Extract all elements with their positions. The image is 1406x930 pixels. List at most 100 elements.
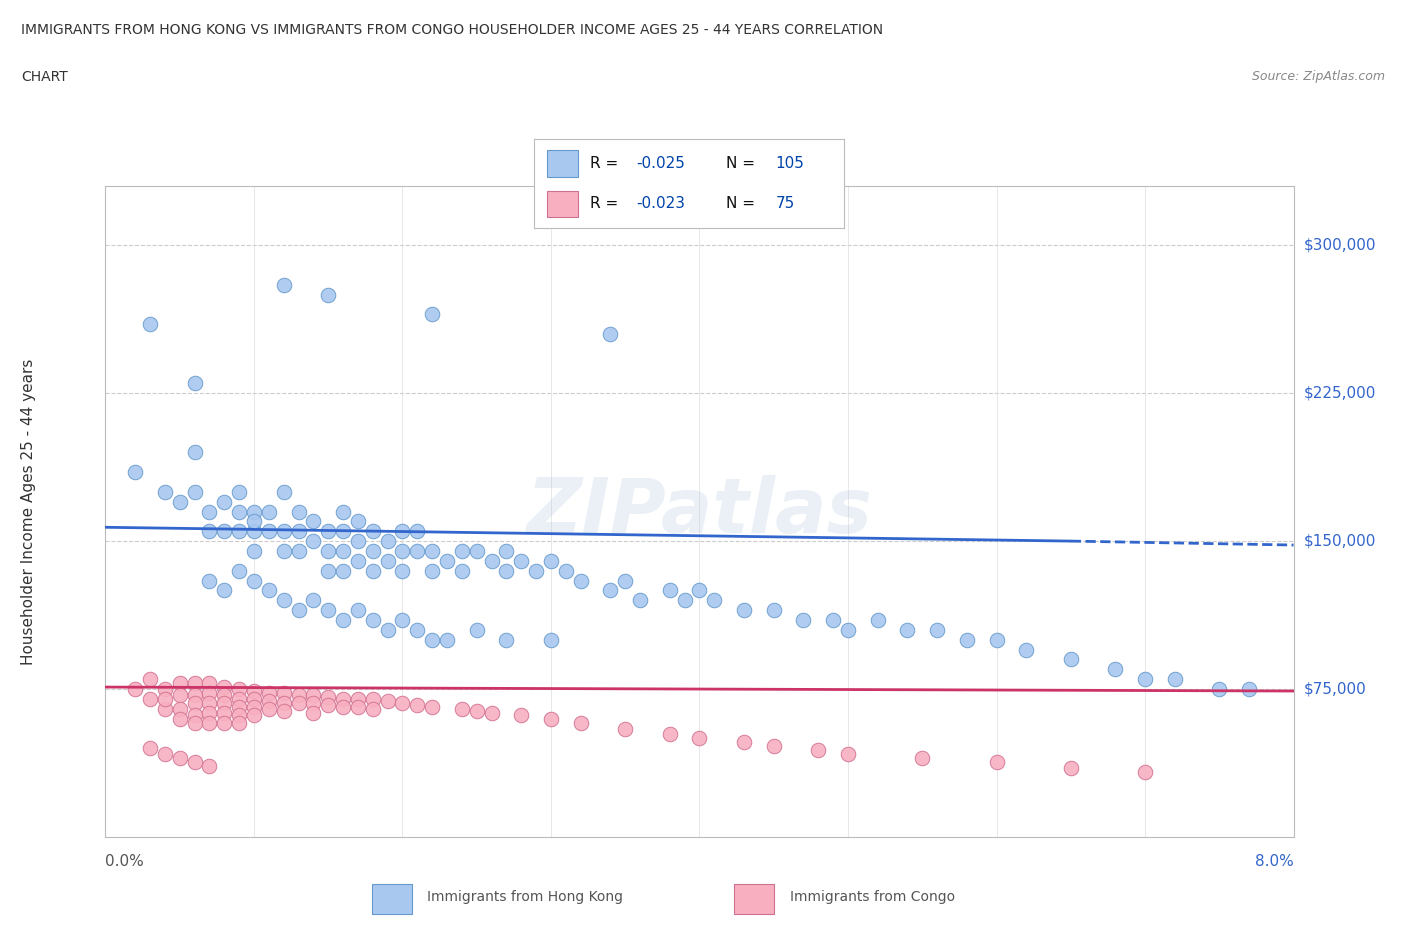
Point (243, 573, 266, 588)
Point (214, 705, 236, 720)
Point (450, 701, 472, 716)
Point (273, 485, 295, 499)
Point (436, 632, 458, 647)
Point (540, 553, 562, 568)
Point (599, 583, 621, 598)
Text: 8.0%: 8.0% (1254, 854, 1294, 869)
Point (332, 543, 354, 558)
Point (332, 524, 354, 538)
Text: 105: 105 (776, 156, 804, 171)
Point (273, 703, 295, 718)
Point (302, 705, 325, 720)
Point (465, 622, 488, 637)
Point (733, 735, 755, 750)
Point (762, 603, 785, 618)
Point (540, 632, 562, 647)
Point (257, 583, 280, 598)
Text: $225,000: $225,000 (1303, 386, 1375, 401)
Point (243, 707, 266, 722)
Point (465, 703, 488, 718)
Point (287, 504, 309, 519)
Point (391, 696, 413, 711)
Point (1015, 642, 1038, 657)
Point (377, 694, 399, 709)
Point (450, 564, 472, 578)
Point (243, 684, 266, 698)
Point (198, 696, 221, 711)
Point (198, 759, 221, 774)
Point (391, 564, 413, 578)
Point (257, 701, 280, 716)
Point (391, 613, 413, 628)
Point (1133, 764, 1156, 779)
Point (302, 514, 325, 529)
Point (228, 707, 250, 722)
Point (436, 553, 458, 568)
Point (896, 622, 918, 637)
Point (169, 687, 191, 702)
Point (450, 543, 472, 558)
Point (316, 524, 339, 538)
Point (198, 676, 221, 691)
Point (361, 543, 384, 558)
Point (214, 680, 236, 695)
Point (214, 494, 236, 509)
Point (406, 524, 429, 538)
Point (332, 692, 354, 707)
Text: IMMIGRANTS FROM HONG KONG VS IMMIGRANTS FROM CONGO HOUSEHOLDER INCOME AGES 25 - : IMMIGRANTS FROM HONG KONG VS IMMIGRANTS … (21, 23, 883, 37)
Text: -0.025: -0.025 (637, 156, 685, 171)
Point (956, 632, 979, 647)
Point (377, 622, 399, 637)
Point (169, 711, 191, 726)
Point (614, 721, 637, 736)
Point (153, 701, 176, 716)
Point (420, 564, 443, 578)
Point (287, 543, 309, 558)
Point (837, 622, 859, 637)
Point (169, 676, 191, 691)
Point (243, 699, 266, 714)
Point (302, 696, 325, 711)
Point (495, 564, 517, 578)
Text: Householder Income Ages 25 - 44 years: Householder Income Ages 25 - 44 years (21, 358, 35, 665)
Point (228, 504, 250, 519)
Point (243, 524, 266, 538)
Point (198, 504, 221, 519)
Point (316, 689, 339, 704)
Point (228, 564, 250, 578)
Point (628, 592, 651, 607)
Text: -0.023: -0.023 (637, 196, 685, 211)
Point (554, 564, 576, 578)
Point (481, 553, 503, 568)
Point (214, 696, 236, 711)
Point (391, 524, 413, 538)
Point (495, 543, 517, 558)
Point (347, 692, 370, 707)
Text: ZIPatlas: ZIPatlas (526, 474, 873, 549)
Point (287, 603, 309, 618)
Point (911, 751, 934, 765)
Point (316, 698, 339, 712)
Point (153, 682, 176, 697)
Point (273, 543, 295, 558)
Text: Immigrants from Hong Kong: Immigrants from Hong Kong (427, 890, 623, 905)
Text: $150,000: $150,000 (1303, 534, 1375, 549)
Point (169, 494, 191, 509)
Point (273, 685, 295, 700)
Point (228, 524, 250, 538)
Text: Source: ZipAtlas.com: Source: ZipAtlas.com (1251, 70, 1385, 83)
Point (361, 692, 384, 707)
Point (243, 692, 266, 707)
Point (1060, 761, 1083, 776)
Point (243, 514, 266, 529)
Point (273, 277, 295, 292)
Point (302, 534, 325, 549)
Point (273, 592, 295, 607)
Point (481, 705, 503, 720)
Point (807, 743, 830, 758)
Point (287, 687, 309, 702)
Point (733, 603, 755, 618)
Point (673, 592, 696, 607)
Point (214, 687, 236, 702)
Point (420, 699, 443, 714)
